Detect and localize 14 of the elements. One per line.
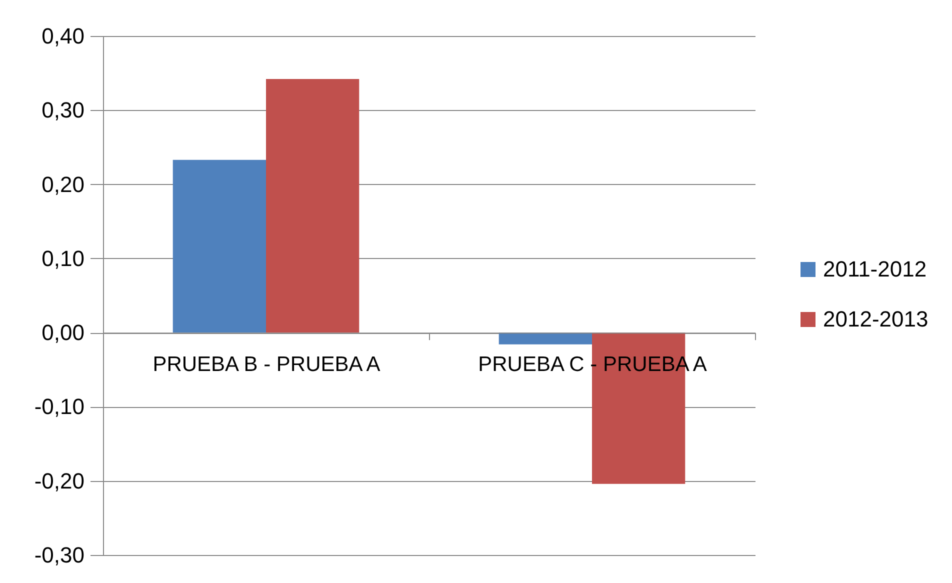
y-tick-label: 0,10	[42, 246, 84, 271]
bar	[498, 332, 592, 344]
legend-label: 2012-2013	[823, 306, 928, 332]
bar	[266, 79, 360, 333]
legend-label: 2011-2012	[823, 256, 927, 282]
y-tick-label: -0,10	[34, 394, 84, 420]
y-tick-label: -0,20	[34, 468, 84, 494]
y-tick-label: 0,30	[42, 98, 84, 123]
y-tick-label: 0,00	[42, 320, 84, 346]
y-tick-label: -0,30	[34, 542, 84, 568]
y-tick-label: 0,40	[42, 24, 84, 48]
y-tick-label: 0,20	[42, 172, 84, 197]
bar	[172, 160, 266, 333]
x-tick-label: PRUEBA B - PRUEBA A	[152, 353, 380, 376]
